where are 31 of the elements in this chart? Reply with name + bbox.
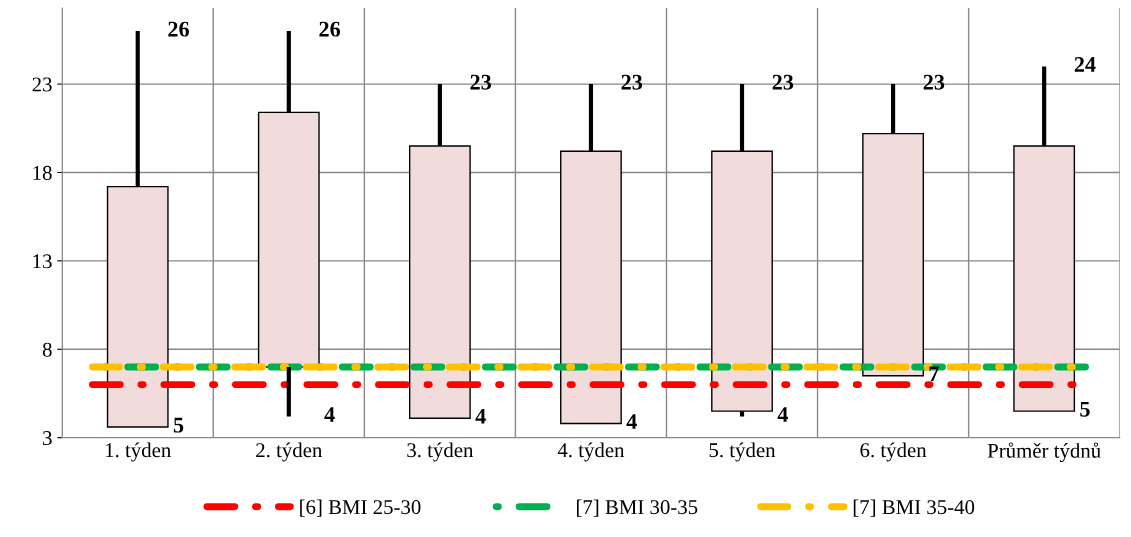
legend-label: [7] BMI 30-35	[576, 499, 698, 517]
annotation: 4	[475, 408, 486, 424]
annotation: 4	[324, 407, 335, 422]
annotation: 7	[929, 366, 939, 382]
y-tick-label: 13	[33, 254, 52, 269]
annotation: 4	[626, 414, 637, 429]
annotation: 23	[772, 74, 794, 90]
legend-label: [6] BMI 25-30	[300, 499, 421, 517]
annotation: 23	[470, 74, 492, 90]
x-tick-label: 4. týden	[557, 442, 625, 462]
candlestick	[257, 31, 320, 417]
annotation: 26	[319, 21, 341, 37]
x-tick-label: 5. týden	[709, 442, 776, 462]
annotation: 5	[173, 417, 184, 433]
x-tick-label: 2. týden	[256, 442, 323, 462]
candlestick	[711, 84, 773, 417]
x-tick-label: 6. týden	[860, 442, 927, 462]
annotation: 5	[1080, 401, 1090, 417]
legend-label: [7] BMI 35-40	[853, 499, 975, 517]
annotation: 4	[777, 407, 788, 422]
annotation: 26	[168, 21, 189, 37]
annotation: 23	[621, 74, 643, 90]
x-tick-label: 1. týden	[106, 442, 171, 462]
y-tick-label: 8	[42, 342, 52, 357]
annotation: 24	[1074, 57, 1096, 72]
y-tick-label: 23	[32, 77, 52, 92]
annotation: 23	[923, 74, 945, 90]
x-tick-label: 3. týden	[407, 442, 474, 462]
x-tick-label: Průměr týdnů	[987, 442, 1101, 463]
y-tick-label: 3	[43, 431, 52, 446]
y-tick-label: 18	[33, 165, 52, 180]
